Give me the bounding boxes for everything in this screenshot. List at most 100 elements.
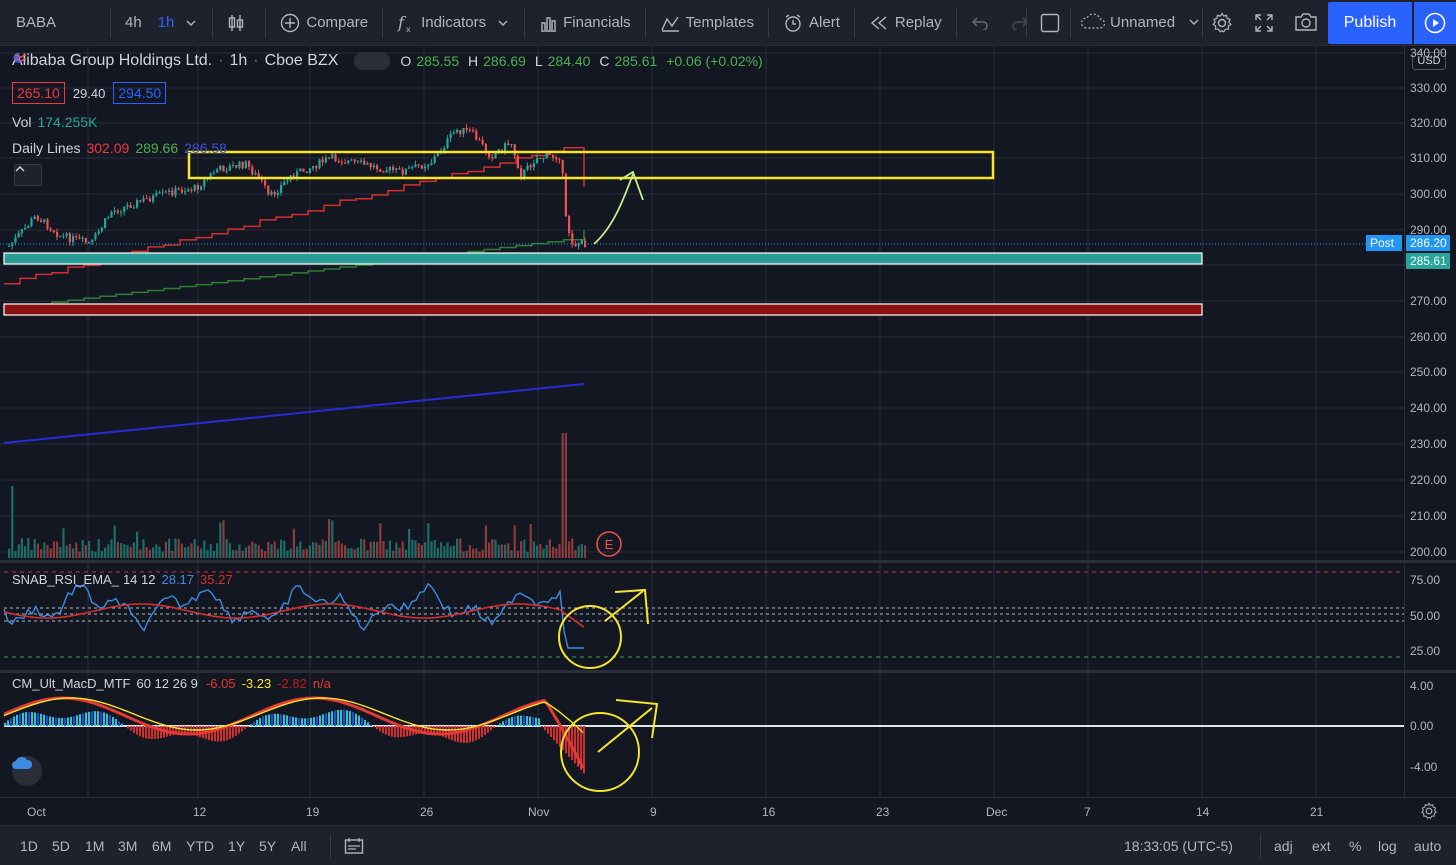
currency-label[interactable]: USD — [1412, 52, 1446, 70]
macd-histogram-bar — [361, 717, 363, 726]
log-toggle[interactable]: log — [1378, 838, 1397, 854]
candle-body — [356, 160, 359, 162]
macd-histogram-bar — [376, 726, 378, 730]
divider — [1202, 8, 1203, 38]
compare-button[interactable]: Compare — [272, 0, 376, 46]
alert-button[interactable]: Alert — [775, 0, 848, 46]
interval-4h[interactable]: 4h — [125, 14, 142, 31]
macd-histogram-bar — [328, 712, 330, 726]
pane-separator[interactable] — [0, 670, 1456, 673]
candle-body — [564, 173, 567, 217]
financials-button[interactable]: Financials — [531, 0, 639, 46]
symbol-search[interactable]: BABA — [0, 0, 104, 46]
range-button[interactable]: All — [291, 838, 307, 854]
volume-bar — [40, 548, 43, 558]
indicators-dropdown[interactable] — [494, 0, 518, 46]
interval-1h[interactable]: 1h — [157, 14, 175, 31]
range-button[interactable]: 3M — [118, 838, 138, 854]
volume-legend[interactable]: Vol 174.255K — [12, 114, 97, 130]
candle-body — [516, 155, 519, 169]
redo-button[interactable] — [1003, 0, 1043, 46]
layout-toggle[interactable] — [1040, 13, 1060, 38]
replay-button[interactable]: Replay — [861, 0, 950, 46]
macd-histogram-bar — [97, 711, 99, 726]
price-box-right[interactable]: 294.50 — [113, 82, 167, 104]
time-axis-label: 14 — [1196, 805, 1210, 819]
rsi-axis-label: 25.00 — [1410, 644, 1441, 658]
post-price-tag: 286.20 — [1406, 235, 1450, 251]
interval-dropdown[interactable] — [182, 0, 206, 46]
candle-body — [299, 168, 302, 172]
macd-histogram-bar — [478, 726, 480, 739]
volume-bar — [385, 549, 388, 558]
volume-bar — [113, 525, 116, 558]
chart-area[interactable]: E Alibaba Group Holdings Ltd. · 1h · Cbo… — [0, 46, 1456, 797]
macd-histogram-bar — [4, 722, 6, 726]
volume-bar — [558, 543, 561, 558]
price-box-left[interactable]: 265.10 — [12, 82, 65, 104]
macd-histogram-bar — [313, 717, 315, 726]
daily-line-blue — [3, 383, 585, 444]
range-button[interactable]: 1Y — [228, 838, 246, 854]
date-range-button[interactable] — [344, 837, 364, 858]
clock[interactable]: 18:33:05 (UTC-5) — [1124, 838, 1233, 854]
adj-toggle[interactable]: adj — [1274, 838, 1293, 854]
macd-axis-label: 0.00 — [1410, 719, 1434, 733]
volume-bar — [446, 542, 449, 558]
range-button[interactable]: 1D — [20, 838, 38, 854]
macd-histogram-bar — [103, 712, 105, 726]
ext-toggle[interactable]: ext — [1312, 838, 1331, 854]
range-button[interactable]: 1M — [85, 838, 105, 854]
time-axis[interactable]: Oct 12 19 26 Nov 9 16 23 Dec 7 14 21 — [0, 797, 1456, 825]
candle-body — [104, 218, 107, 228]
fullscreen-button[interactable] — [1254, 13, 1274, 38]
layout-name-button[interactable]: Unnamed — [1080, 12, 1199, 32]
macd-histogram-bar — [511, 717, 513, 726]
volume-bar — [241, 550, 244, 558]
templates-button[interactable]: Templates — [652, 0, 762, 46]
price-axis-label: 340.00 — [1410, 46, 1447, 60]
candle-body — [308, 168, 311, 173]
volume-bar — [228, 543, 231, 558]
gear-icon — [1212, 12, 1232, 33]
volume-bar — [168, 538, 171, 558]
auto-toggle[interactable]: auto — [1414, 838, 1442, 854]
candle-body — [161, 191, 164, 193]
publish-button[interactable]: Publish — [1328, 2, 1412, 44]
stream-button[interactable] — [1414, 2, 1456, 44]
volume-bar — [382, 540, 385, 558]
pane-separator[interactable] — [0, 560, 1456, 563]
range-button[interactable]: 5Y — [259, 838, 277, 854]
percent-toggle[interactable]: % — [1349, 838, 1362, 854]
range-button[interactable]: 6M — [152, 838, 172, 854]
candle-body — [571, 232, 574, 244]
candle-body — [324, 157, 327, 163]
macd-histogram-bar — [175, 726, 177, 735]
candle-body — [302, 168, 305, 172]
collapse-legend-button[interactable] — [14, 164, 42, 186]
range-button[interactable]: YTD — [186, 838, 214, 854]
indicators-label: Indicators — [421, 14, 487, 31]
daily-lines-legend[interactable]: Daily Lines 302.09 289.66 286.58 — [12, 140, 227, 156]
candle-body — [212, 172, 215, 174]
earnings-marker[interactable] — [596, 531, 622, 557]
settings-button[interactable] — [1211, 12, 1233, 39]
price-axis-label: 230.00 — [1410, 437, 1447, 451]
undo-button[interactable] — [963, 0, 1003, 46]
price-axis-label: 290.00 — [1410, 223, 1447, 237]
candle-body — [235, 164, 238, 168]
chart-canvas[interactable]: E — [0, 46, 1456, 797]
market-status-badge[interactable] — [13, 52, 391, 70]
snapshot-button[interactable] — [1294, 12, 1318, 37]
macd-legend[interactable]: CM_Ult_MacD_MTF 60 12 26 9 -6.05 -3.23 -… — [12, 676, 331, 691]
range-button[interactable]: 5D — [52, 838, 70, 854]
rsi-legend[interactable]: SNAB_RSI_EMA_ 14 12 28.17 35.27 — [12, 572, 233, 587]
candle-body — [94, 233, 97, 240]
macd-histogram-bar — [304, 718, 306, 726]
axis-settings-button[interactable] — [1420, 802, 1438, 825]
tradingview-logo[interactable] — [12, 756, 42, 786]
macd-histogram-bar — [505, 719, 507, 726]
candle-body — [424, 166, 427, 169]
chart-type-button[interactable] — [219, 0, 259, 46]
